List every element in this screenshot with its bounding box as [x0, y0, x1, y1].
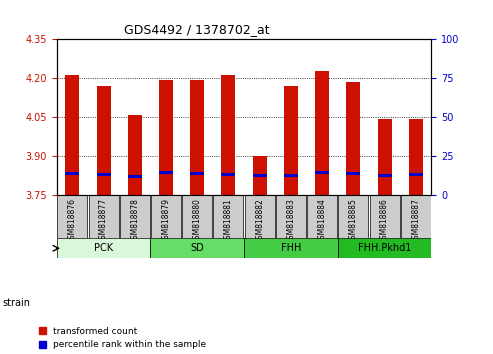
- FancyBboxPatch shape: [182, 195, 212, 238]
- Bar: [159, 80, 173, 195]
- FancyBboxPatch shape: [370, 195, 399, 238]
- Text: GSM818885: GSM818885: [349, 198, 358, 244]
- Bar: [378, 175, 391, 177]
- Text: GSM818882: GSM818882: [255, 198, 264, 244]
- Text: GSM818878: GSM818878: [130, 198, 139, 244]
- FancyBboxPatch shape: [401, 195, 431, 238]
- Text: GSM818881: GSM818881: [224, 198, 233, 244]
- Bar: [252, 173, 267, 177]
- Bar: [97, 173, 110, 176]
- Bar: [284, 175, 298, 177]
- Text: GSM818879: GSM818879: [162, 198, 171, 244]
- Bar: [378, 119, 391, 195]
- Bar: [159, 171, 173, 175]
- Text: GSM818887: GSM818887: [411, 198, 420, 244]
- Text: strain: strain: [2, 298, 31, 308]
- Bar: [221, 173, 236, 176]
- Bar: [346, 172, 360, 175]
- FancyBboxPatch shape: [338, 238, 431, 258]
- Text: GSM818883: GSM818883: [286, 198, 295, 244]
- Bar: [315, 171, 329, 175]
- FancyBboxPatch shape: [57, 195, 87, 238]
- Legend: transformed count, percentile rank within the sample: transformed count, percentile rank withi…: [39, 327, 207, 349]
- FancyBboxPatch shape: [151, 195, 181, 238]
- Bar: [128, 175, 142, 178]
- FancyBboxPatch shape: [213, 195, 244, 238]
- Bar: [315, 72, 329, 195]
- FancyBboxPatch shape: [57, 238, 150, 258]
- Text: SD: SD: [190, 243, 204, 253]
- Text: GSM818886: GSM818886: [380, 198, 389, 244]
- Bar: [252, 156, 267, 195]
- Text: FHH: FHH: [281, 243, 301, 253]
- FancyBboxPatch shape: [244, 238, 338, 258]
- Text: GDS4492 / 1378702_at: GDS4492 / 1378702_at: [124, 23, 270, 36]
- FancyBboxPatch shape: [245, 195, 275, 238]
- FancyBboxPatch shape: [150, 238, 244, 258]
- Bar: [190, 80, 204, 195]
- FancyBboxPatch shape: [307, 195, 337, 238]
- Text: FHH.Pkhd1: FHH.Pkhd1: [358, 243, 411, 253]
- FancyBboxPatch shape: [276, 195, 306, 238]
- Bar: [97, 86, 110, 195]
- Bar: [346, 82, 360, 195]
- Bar: [128, 115, 142, 195]
- FancyBboxPatch shape: [89, 195, 118, 238]
- Text: GSM818877: GSM818877: [99, 198, 108, 244]
- Bar: [409, 119, 423, 195]
- Text: GSM818884: GSM818884: [317, 198, 326, 244]
- Bar: [409, 173, 423, 176]
- Bar: [221, 75, 236, 195]
- FancyBboxPatch shape: [338, 195, 368, 238]
- Bar: [284, 86, 298, 195]
- FancyBboxPatch shape: [120, 195, 150, 238]
- Text: GSM818876: GSM818876: [68, 198, 77, 244]
- Bar: [65, 75, 79, 195]
- Bar: [190, 172, 204, 175]
- Text: GSM818880: GSM818880: [193, 198, 202, 244]
- Bar: [65, 172, 79, 175]
- Text: PCK: PCK: [94, 243, 113, 253]
